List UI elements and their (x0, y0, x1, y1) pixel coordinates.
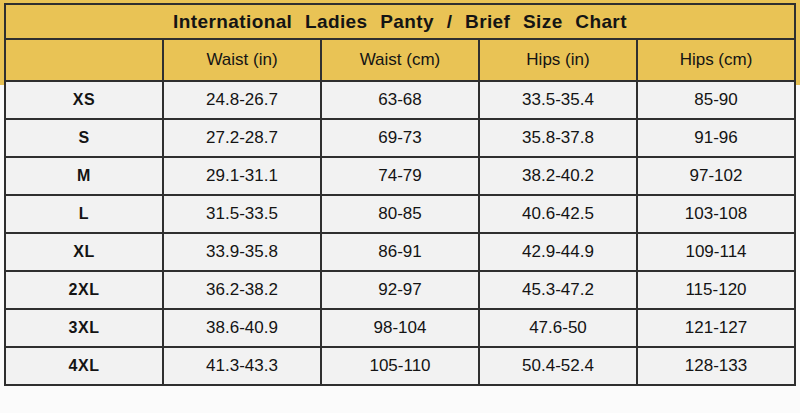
measurement-cell: 35.8-37.8 (479, 119, 637, 157)
measurement-cell: 41.3-43.3 (163, 347, 321, 385)
measurement-cell: 63-68 (321, 81, 479, 119)
measurement-cell: 38.6-40.9 (163, 309, 321, 347)
measurement-cell: 38.2-40.2 (479, 157, 637, 195)
measurement-cell: 103-108 (637, 195, 795, 233)
measurement-cell: 91-96 (637, 119, 795, 157)
measurement-cell: 27.2-28.7 (163, 119, 321, 157)
measurement-cell: 74-79 (321, 157, 479, 195)
table-row: 3XL38.6-40.998-10447.6-50121-127 (5, 309, 795, 347)
title-row: International Ladies Panty / Brief Size … (5, 4, 795, 39)
measurement-cell: 24.8-26.7 (163, 81, 321, 119)
size-label-cell: L (5, 195, 163, 233)
column-header-waist-in: Waist (in) (163, 39, 321, 81)
size-chart-table: International Ladies Panty / Brief Size … (4, 3, 796, 386)
column-header-hips-in: Hips (in) (479, 39, 637, 81)
measurement-cell: 105-110 (321, 347, 479, 385)
column-header-waist-cm: Waist (cm) (321, 39, 479, 81)
table-row: M29.1-31.174-7938.2-40.297-102 (5, 157, 795, 195)
size-label-cell: 2XL (5, 271, 163, 309)
measurement-cell: 40.6-42.5 (479, 195, 637, 233)
measurement-cell: 121-127 (637, 309, 795, 347)
table-row: XS24.8-26.763-6833.5-35.485-90 (5, 81, 795, 119)
table-row: 4XL41.3-43.3105-11050.4-52.4128-133 (5, 347, 795, 385)
measurement-cell: 92-97 (321, 271, 479, 309)
size-label-cell: 4XL (5, 347, 163, 385)
table-row: XL33.9-35.886-9142.9-44.9109-114 (5, 233, 795, 271)
table-row: 2XL36.2-38.292-9745.3-47.2115-120 (5, 271, 795, 309)
table-row: L31.5-33.580-8540.6-42.5103-108 (5, 195, 795, 233)
size-label-cell: 3XL (5, 309, 163, 347)
measurement-cell: 115-120 (637, 271, 795, 309)
size-label-cell: XL (5, 233, 163, 271)
size-label-cell: S (5, 119, 163, 157)
size-label-cell: XS (5, 81, 163, 119)
measurement-cell: 98-104 (321, 309, 479, 347)
measurement-cell: 31.5-33.5 (163, 195, 321, 233)
measurement-cell: 50.4-52.4 (479, 347, 637, 385)
column-header-row: Waist (in) Waist (cm) Hips (in) Hips (cm… (5, 39, 795, 81)
column-header-hips-cm: Hips (cm) (637, 39, 795, 81)
measurement-cell: 42.9-44.9 (479, 233, 637, 271)
measurement-cell: 36.2-38.2 (163, 271, 321, 309)
measurement-cell: 47.6-50 (479, 309, 637, 347)
size-chart-head: International Ladies Panty / Brief Size … (5, 4, 795, 81)
measurement-cell: 29.1-31.1 (163, 157, 321, 195)
measurement-cell: 97-102 (637, 157, 795, 195)
measurement-cell: 86-91 (321, 233, 479, 271)
measurement-cell: 69-73 (321, 119, 479, 157)
chart-title: International Ladies Panty / Brief Size … (5, 4, 795, 39)
measurement-cell: 85-90 (637, 81, 795, 119)
measurement-cell: 80-85 (321, 195, 479, 233)
size-chart-image: International Ladies Panty / Brief Size … (0, 0, 800, 413)
measurement-cell: 45.3-47.2 (479, 271, 637, 309)
table-row: S27.2-28.769-7335.8-37.891-96 (5, 119, 795, 157)
size-table-body: XS24.8-26.763-6833.5-35.485-90S27.2-28.7… (5, 81, 795, 385)
size-label-cell: M (5, 157, 163, 195)
measurement-cell: 128-133 (637, 347, 795, 385)
measurement-cell: 33.5-35.4 (479, 81, 637, 119)
measurement-cell: 33.9-35.8 (163, 233, 321, 271)
measurement-cell: 109-114 (637, 233, 795, 271)
column-header-size (5, 39, 163, 81)
